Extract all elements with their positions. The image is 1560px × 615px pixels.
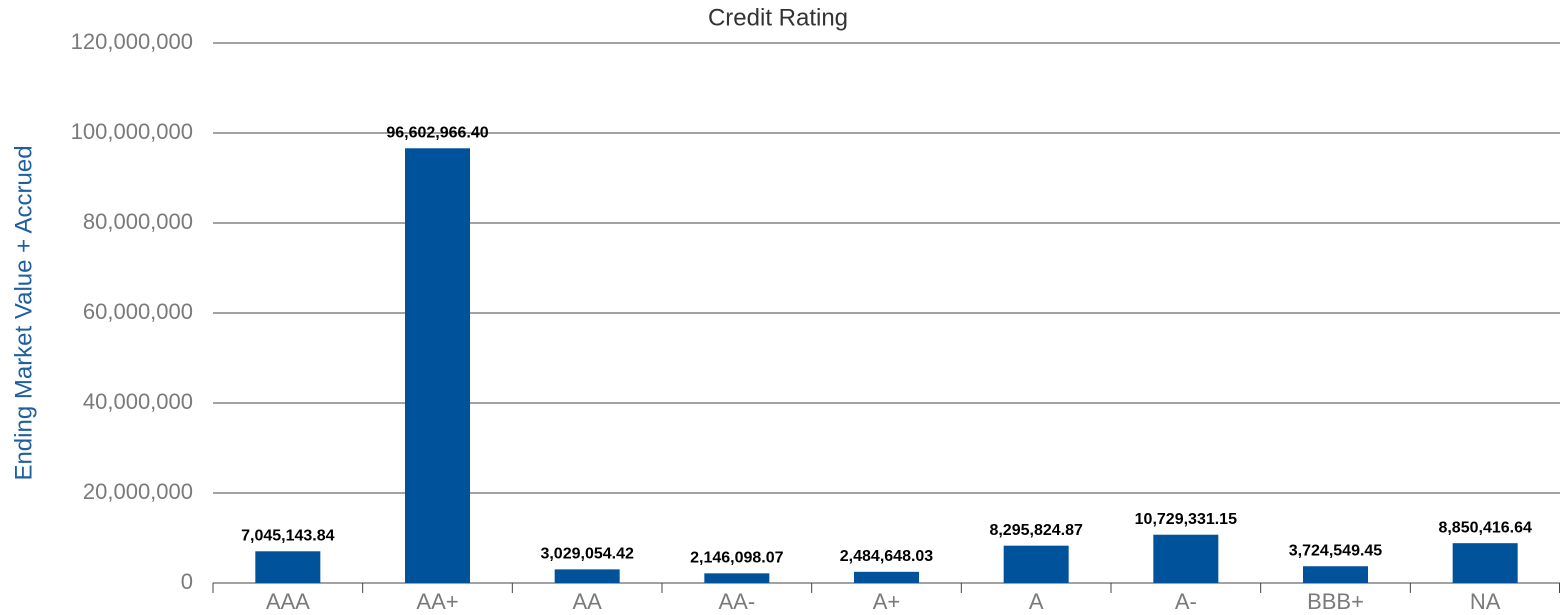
data-label: 8,295,824.87: [989, 522, 1083, 539]
x-tick-label: AAA: [266, 589, 310, 614]
y-tick-label: 40,000,000: [83, 389, 193, 414]
x-tick-label: A: [1029, 589, 1044, 614]
x-tick-label: A-: [1175, 589, 1197, 614]
x-tick-label: A+: [873, 589, 901, 614]
bar: [854, 571, 919, 583]
bar: [1153, 534, 1219, 583]
bar: [704, 573, 770, 583]
bar: [255, 551, 321, 583]
data-label: 2,484,648.03: [840, 548, 934, 565]
data-label: 10,729,331.15: [1135, 511, 1237, 528]
x-tick-label: AA+: [416, 589, 458, 614]
data-label: 3,029,054.42: [540, 546, 634, 563]
y-tick-label: 0: [181, 569, 193, 594]
data-label: 7,045,143.84: [241, 528, 335, 545]
y-tick-label: 120,000,000: [71, 29, 193, 54]
y-tick-label: 60,000,000: [83, 299, 193, 324]
x-tick-label: AA-: [718, 589, 755, 614]
chart-title: Credit Rating: [708, 4, 848, 31]
data-label: 3,724,549.45: [1289, 542, 1383, 559]
y-tick-label: 80,000,000: [83, 209, 193, 234]
bar: [1003, 545, 1069, 583]
bar: [1303, 566, 1368, 583]
data-label: 96,602,966.40: [386, 125, 488, 142]
data-label: 2,146,098.07: [690, 550, 784, 567]
bar: [554, 569, 620, 583]
y-tick-label: 20,000,000: [83, 479, 193, 504]
y-axis-label: Ending Market Value + Accrued: [10, 145, 37, 480]
y-tick-label: 100,000,000: [71, 119, 193, 144]
x-tick-label: NA: [1470, 589, 1501, 614]
bar: [405, 148, 470, 583]
x-tick-label: AA: [572, 589, 602, 614]
data-label: 8,850,416.64: [1438, 519, 1532, 536]
x-tick-label: BBB+: [1307, 589, 1364, 614]
bar: [1452, 543, 1518, 583]
